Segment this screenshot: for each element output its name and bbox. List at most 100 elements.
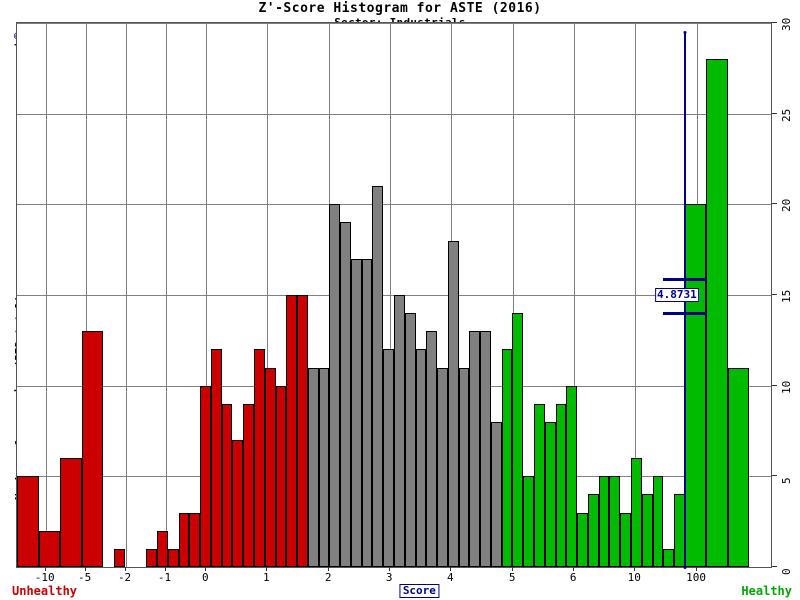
histogram-bar [264,367,276,567]
histogram-bar [469,331,481,567]
x-tick-label: 2 [324,571,332,584]
gridline-x--10 [45,23,47,567]
gridline-x-1 [267,23,269,567]
x-tick-label: 5 [508,571,516,584]
histogram-bar [17,476,39,567]
histogram-bar [727,367,750,567]
gridline-x--2 [125,23,127,567]
x-tick-label: -10 [34,571,55,584]
histogram-bar [286,295,298,567]
histogram-bar [555,403,567,567]
histogram-bar [81,331,104,567]
x-tick-mark [124,567,126,571]
histogram-bar [706,59,728,567]
histogram-bar [684,204,707,567]
histogram-bar [609,476,621,567]
x-tick-label: 100 [686,571,707,584]
histogram-bar [630,458,642,567]
x-tick-mark [573,567,575,571]
histogram-bar [598,476,610,567]
x-tick-mark [164,567,166,571]
x-tick-mark [512,567,514,571]
gridline-x--1 [165,23,167,567]
y-tick-mark [772,294,777,295]
gridline-y-25 [17,113,771,115]
x-tick-label: 6 [569,571,577,584]
histogram-bar [577,512,588,567]
histogram-bar [587,494,599,567]
x-tick-label: 10 [627,571,641,584]
y-tick-mark [772,203,777,205]
histogram-bar [243,403,254,567]
histogram-bar [157,530,168,567]
histogram-bar [200,385,211,567]
page-title: Z'-Score Histogram for ASTE (2016) [258,1,542,16]
histogram-bar [253,349,265,567]
histogram-bar [113,548,125,567]
histogram-bar [372,186,384,567]
histogram-bar [210,349,222,567]
histogram-bar [447,240,459,567]
gridline-x-5 [513,23,515,567]
x-tick-label: -2 [117,571,132,584]
gridline-x-6 [574,23,576,567]
x-tick-mark [328,567,330,571]
histogram-bar [458,367,470,567]
histogram-bar [38,530,61,567]
y-tick-label: 20 [780,199,793,213]
plot-area: 4.8731 [16,22,772,569]
gridline-y-20 [17,204,771,206]
score-bracket-lower [662,312,707,316]
x-tick-label: 3 [385,571,393,584]
histogram-bar [167,548,179,567]
histogram-bar [232,440,244,567]
x-tick-mark [266,567,268,571]
histogram-bar [178,512,190,567]
histogram-bar [361,258,373,567]
histogram-bar [490,421,502,567]
histogram-bar [501,349,513,567]
gridline-x-0 [206,23,208,567]
histogram-bar [297,295,308,567]
x-tick-label: -1 [157,571,172,584]
x-tick-mark [389,567,391,571]
x-tick-mark [205,567,207,571]
histogram-bar [534,403,545,567]
x-tick-label: 1 [263,571,270,584]
histogram-bar [329,204,341,567]
unhealthy-label: Unhealthy [12,584,78,598]
histogram-bar [523,476,535,567]
y-tick-mark [772,384,777,386]
histogram-bar [512,313,524,567]
gridline-y-30 [17,23,771,24]
histogram-bar [437,367,448,567]
histogram-bar [307,367,319,567]
histogram-bar [394,295,405,567]
histogram-bar [221,403,233,567]
histogram-bar [146,548,158,567]
x-tick-mark [450,567,452,571]
histogram-bar [318,367,330,567]
histogram-bar [189,512,201,567]
y-tick-mark [772,566,777,567]
healthy-label: Healthy [741,584,792,598]
histogram-bar [275,385,287,567]
score-marker-top-cap [683,31,687,35]
score-marker-bottom-cap [683,566,687,569]
y-tick-label: 15 [780,289,793,303]
histogram-bar [340,222,351,567]
histogram-bar [350,258,362,567]
x-tick-mark [84,567,86,571]
y-tick-label: 5 [780,477,793,485]
y-tick-label: 25 [780,108,793,122]
gridline-x--5 [85,23,87,567]
histogram-bar [480,331,491,567]
histogram-bar [566,385,578,567]
histogram-bar [620,512,631,567]
histogram-bar [544,421,556,567]
x-axis-label: Score [399,584,439,598]
y-tick-label: 30 [780,17,793,31]
histogram-bar [60,458,82,567]
histogram-bar [415,349,427,567]
histogram-bar [404,313,416,567]
